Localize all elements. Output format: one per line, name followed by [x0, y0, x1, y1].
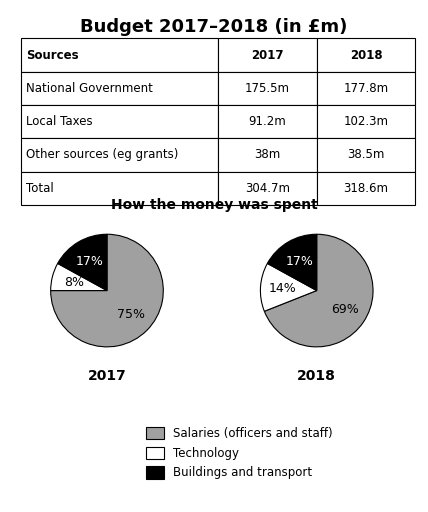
Bar: [21, 105, 218, 138]
Wedge shape: [51, 264, 107, 291]
Text: How the money was spent: How the money was spent: [110, 199, 318, 212]
Bar: [218, 38, 317, 72]
Bar: [218, 172, 317, 205]
Text: 2018: 2018: [297, 370, 336, 383]
Text: 2017: 2017: [251, 49, 284, 61]
Text: Sources: Sources: [26, 49, 79, 61]
Text: Budget 2017–2018 (in £m): Budget 2017–2018 (in £m): [80, 18, 348, 36]
Bar: [317, 72, 415, 105]
Text: 177.8m: 177.8m: [343, 82, 389, 95]
Bar: [21, 172, 218, 205]
Text: 102.3m: 102.3m: [343, 115, 389, 128]
Text: 2017: 2017: [88, 370, 126, 383]
Legend: Salaries (officers and staff), Technology, Buildings and transport: Salaries (officers and staff), Technolog…: [142, 423, 338, 484]
Text: 91.2m: 91.2m: [249, 115, 286, 128]
Text: 175.5m: 175.5m: [245, 82, 290, 95]
Wedge shape: [260, 264, 317, 311]
Text: 2018: 2018: [350, 49, 382, 61]
Bar: [21, 72, 218, 105]
Text: 38m: 38m: [254, 148, 281, 161]
Text: Total: Total: [26, 182, 54, 195]
Bar: [317, 38, 415, 72]
Text: 8%: 8%: [64, 275, 84, 289]
Bar: [317, 105, 415, 138]
Wedge shape: [268, 234, 317, 291]
Text: 304.7m: 304.7m: [245, 182, 290, 195]
Wedge shape: [58, 234, 107, 291]
Text: Local Taxes: Local Taxes: [26, 115, 93, 128]
Bar: [218, 105, 317, 138]
Text: 318.6m: 318.6m: [343, 182, 389, 195]
Bar: [218, 72, 317, 105]
Text: Other sources (eg grants): Other sources (eg grants): [26, 148, 178, 161]
Bar: [21, 38, 218, 72]
Text: 17%: 17%: [76, 255, 104, 268]
Bar: [218, 138, 317, 172]
Text: 69%: 69%: [331, 303, 359, 316]
Wedge shape: [265, 234, 373, 347]
Bar: [21, 138, 218, 172]
Wedge shape: [51, 234, 163, 347]
Text: 75%: 75%: [117, 308, 145, 321]
Text: 38.5m: 38.5m: [347, 148, 385, 161]
Bar: [317, 138, 415, 172]
Text: 14%: 14%: [269, 282, 297, 295]
Text: National Government: National Government: [26, 82, 153, 95]
Bar: [317, 172, 415, 205]
Text: 17%: 17%: [285, 255, 313, 268]
